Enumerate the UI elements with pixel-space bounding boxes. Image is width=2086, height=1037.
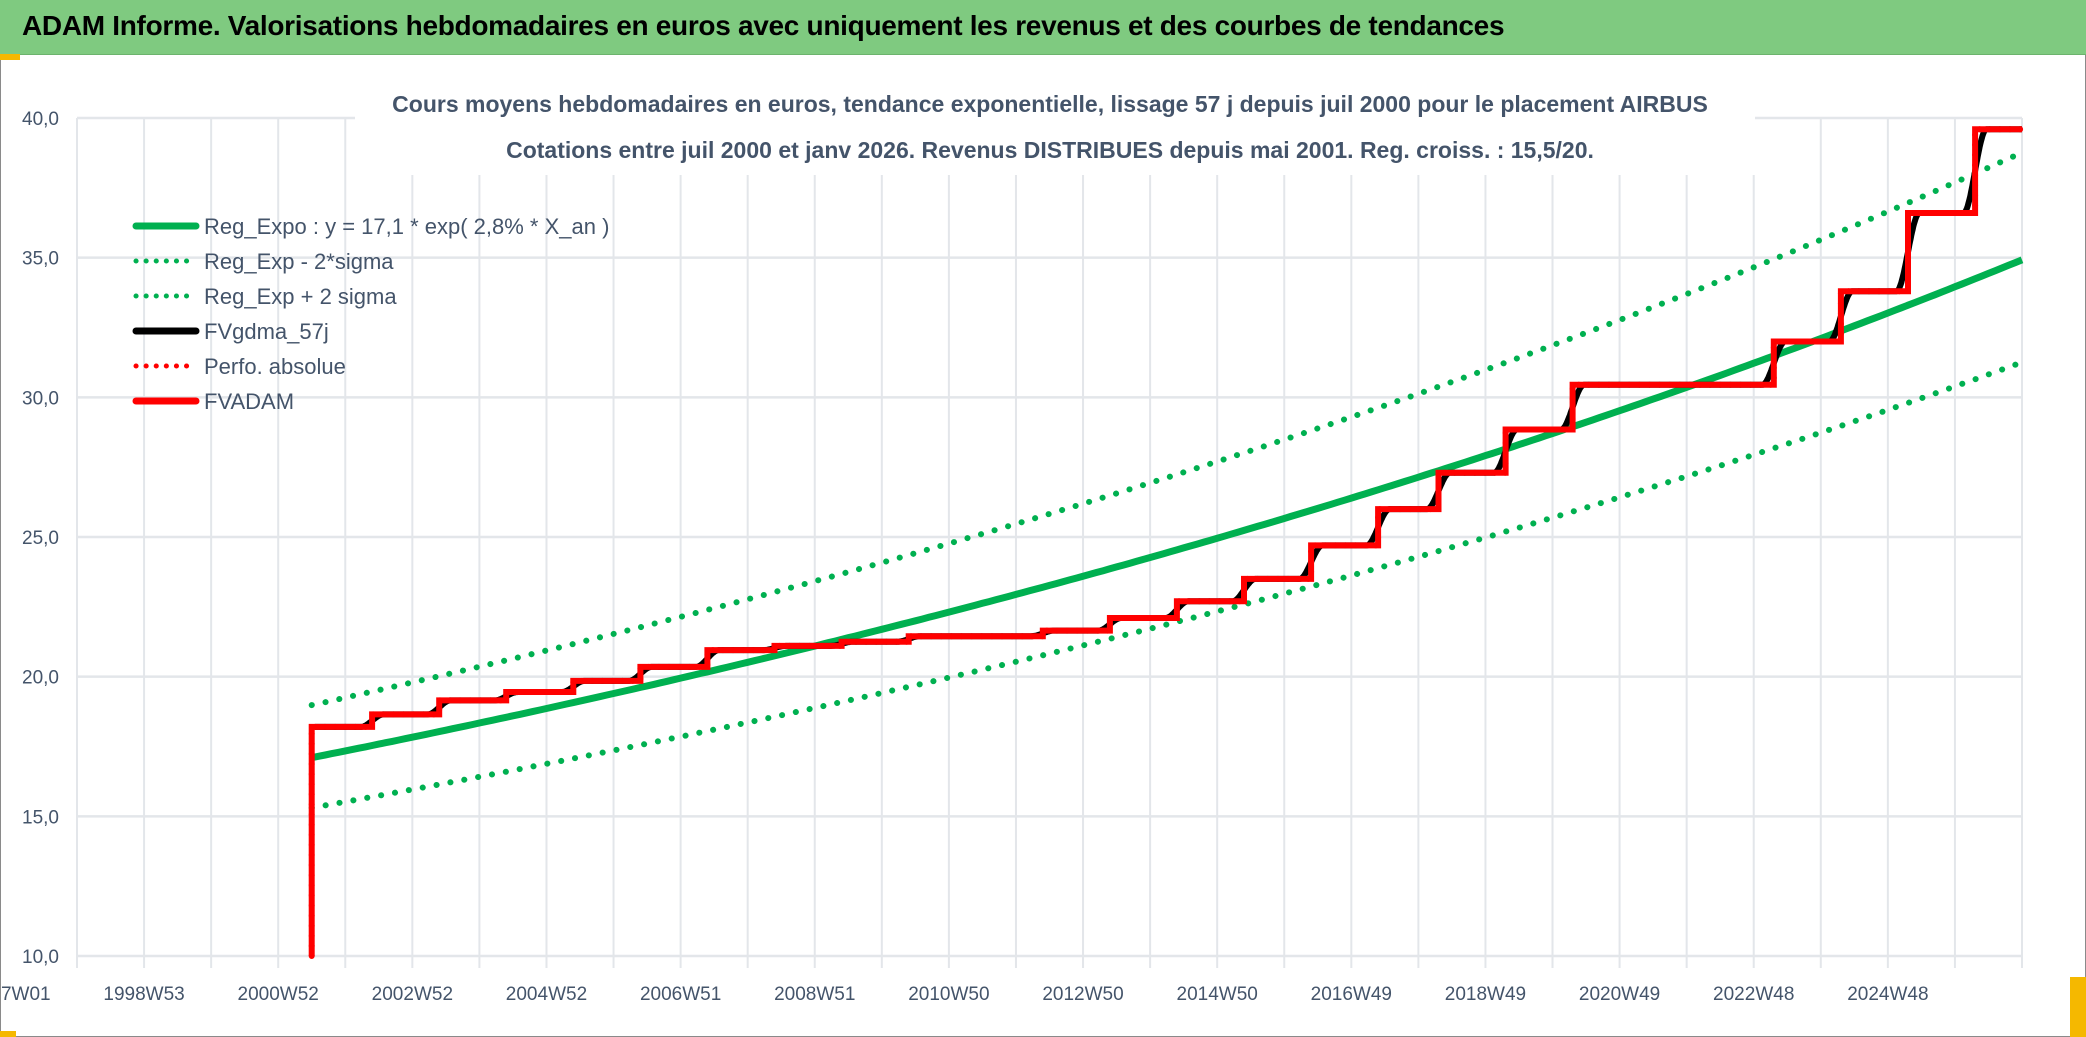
series-line-reg-expo-y: [310, 256, 2024, 762]
x-tick-label: 2018W49: [1445, 984, 1526, 1005]
x-tick-label: 2006W51: [640, 984, 721, 1005]
series-line-perfo-absolue: [308, 126, 2025, 959]
selection-handle[interactable]: [0, 1031, 16, 1037]
selection-handle[interactable]: [0, 54, 20, 60]
page-title: ADAM Informe. Valorisations hebdomadaire…: [22, 10, 1505, 41]
x-tick-label: 2010W50: [908, 984, 989, 1005]
x-tick-label: 2004W52: [506, 984, 587, 1005]
y-tick-label: 10,0: [22, 947, 59, 968]
legend-label: Reg_Exp + 2 sigma: [204, 284, 397, 309]
x-tick-label: 2008W51: [774, 984, 855, 1005]
x-tick-label: 1997W01: [0, 984, 51, 1005]
legend-label: Perfo. absolue: [204, 354, 346, 379]
legend-label: Reg_Expo : y = 17,1 * exp( 2,8% * X_an ): [204, 214, 609, 239]
chart-title: Cours moyens hebdomadaires en euros, ten…: [392, 91, 1708, 117]
legend-label: Reg_Exp - 2*sigma: [204, 249, 394, 274]
series-line-fvadam: [308, 126, 2022, 956]
chart-title-background: [355, 85, 1755, 175]
legend-label: FVgdma_57j: [204, 319, 329, 344]
y-tick-label: 35,0: [22, 249, 59, 270]
x-tick-label: 2022W48: [1713, 984, 1794, 1005]
x-tick-label: 2014W50: [1177, 984, 1258, 1005]
x-tick-label: 2024W48: [1847, 984, 1928, 1005]
y-tick-label: 20,0: [22, 668, 59, 689]
x-tick-label: 2012W50: [1042, 984, 1123, 1005]
x-tick-label: 2020W49: [1579, 984, 1660, 1005]
x-tick-label: 1998W53: [103, 984, 184, 1005]
legend-label: FVADAM: [204, 389, 294, 414]
selection-handle[interactable]: [2070, 977, 2086, 1037]
series-line-reg-exp-2: [308, 359, 2025, 811]
y-tick-label: 15,0: [22, 807, 59, 828]
y-tick-label: 30,0: [22, 388, 59, 409]
legend: Reg_Expo : y = 17,1 * exp( 2,8% * X_an )…: [132, 214, 609, 414]
x-tick-label: 2000W52: [238, 984, 319, 1005]
x-tick-label: 2002W52: [372, 984, 453, 1005]
x-tick-label: 2016W49: [1311, 984, 1392, 1005]
y-tick-label: 40,0: [22, 109, 59, 130]
header-bar: ADAM Informe. Valorisations hebdomadaire…: [0, 0, 2086, 55]
chart-subtitle: Cotations entre juil 2000 et janv 2026. …: [506, 137, 1594, 163]
y-tick-label: 25,0: [22, 528, 59, 549]
